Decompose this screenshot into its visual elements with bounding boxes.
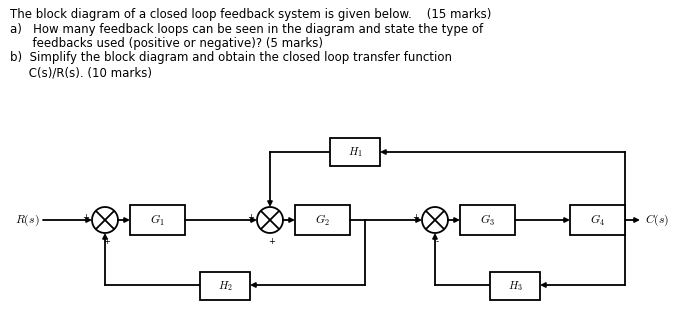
Bar	[490, 272, 540, 300]
Text: b)  Simplify the block diagram and obtain the closed loop transfer function: b) Simplify the block diagram and obtain…	[10, 51, 452, 64]
Text: $C(s)$: $C(s)$	[645, 212, 669, 228]
Text: +: +	[412, 213, 419, 222]
Text: $H_1$: $H_1$	[347, 145, 362, 159]
Text: $G_2$: $G_2$	[315, 212, 330, 227]
Text: +: +	[269, 237, 275, 246]
Text: The block diagram of a closed loop feedback system is given below.    (15 marks): The block diagram of a closed loop feedb…	[10, 8, 492, 21]
Bar	[200, 272, 250, 300]
Text: a)   How many feedback loops can be seen in the diagram and state the type of: a) How many feedback loops can be seen i…	[10, 23, 483, 35]
Text: $G_1$: $G_1$	[150, 212, 165, 227]
Text: feedbacks used (positive or negative)? (5 marks): feedbacks used (positive or negative)? (…	[10, 37, 323, 50]
Text: $H_2$: $H_2$	[218, 279, 233, 293]
Text: +: +	[82, 213, 89, 222]
Bar	[295, 205, 350, 235]
Text: $R(s)$: $R(s)$	[15, 212, 39, 228]
Bar	[460, 205, 515, 235]
Text: $G_3$: $G_3$	[480, 212, 495, 227]
Text: $G_4$: $G_4$	[590, 212, 605, 227]
Bar	[130, 205, 185, 235]
Bar	[330, 138, 380, 166]
Bar	[570, 205, 625, 235]
Text: $H_3$: $H_3$	[507, 279, 522, 293]
Text: -: -	[435, 237, 439, 246]
Text: +: +	[247, 213, 254, 222]
Text: C(s)/R(s). (10 marks): C(s)/R(s). (10 marks)	[10, 66, 152, 79]
Text: +: +	[103, 237, 110, 246]
